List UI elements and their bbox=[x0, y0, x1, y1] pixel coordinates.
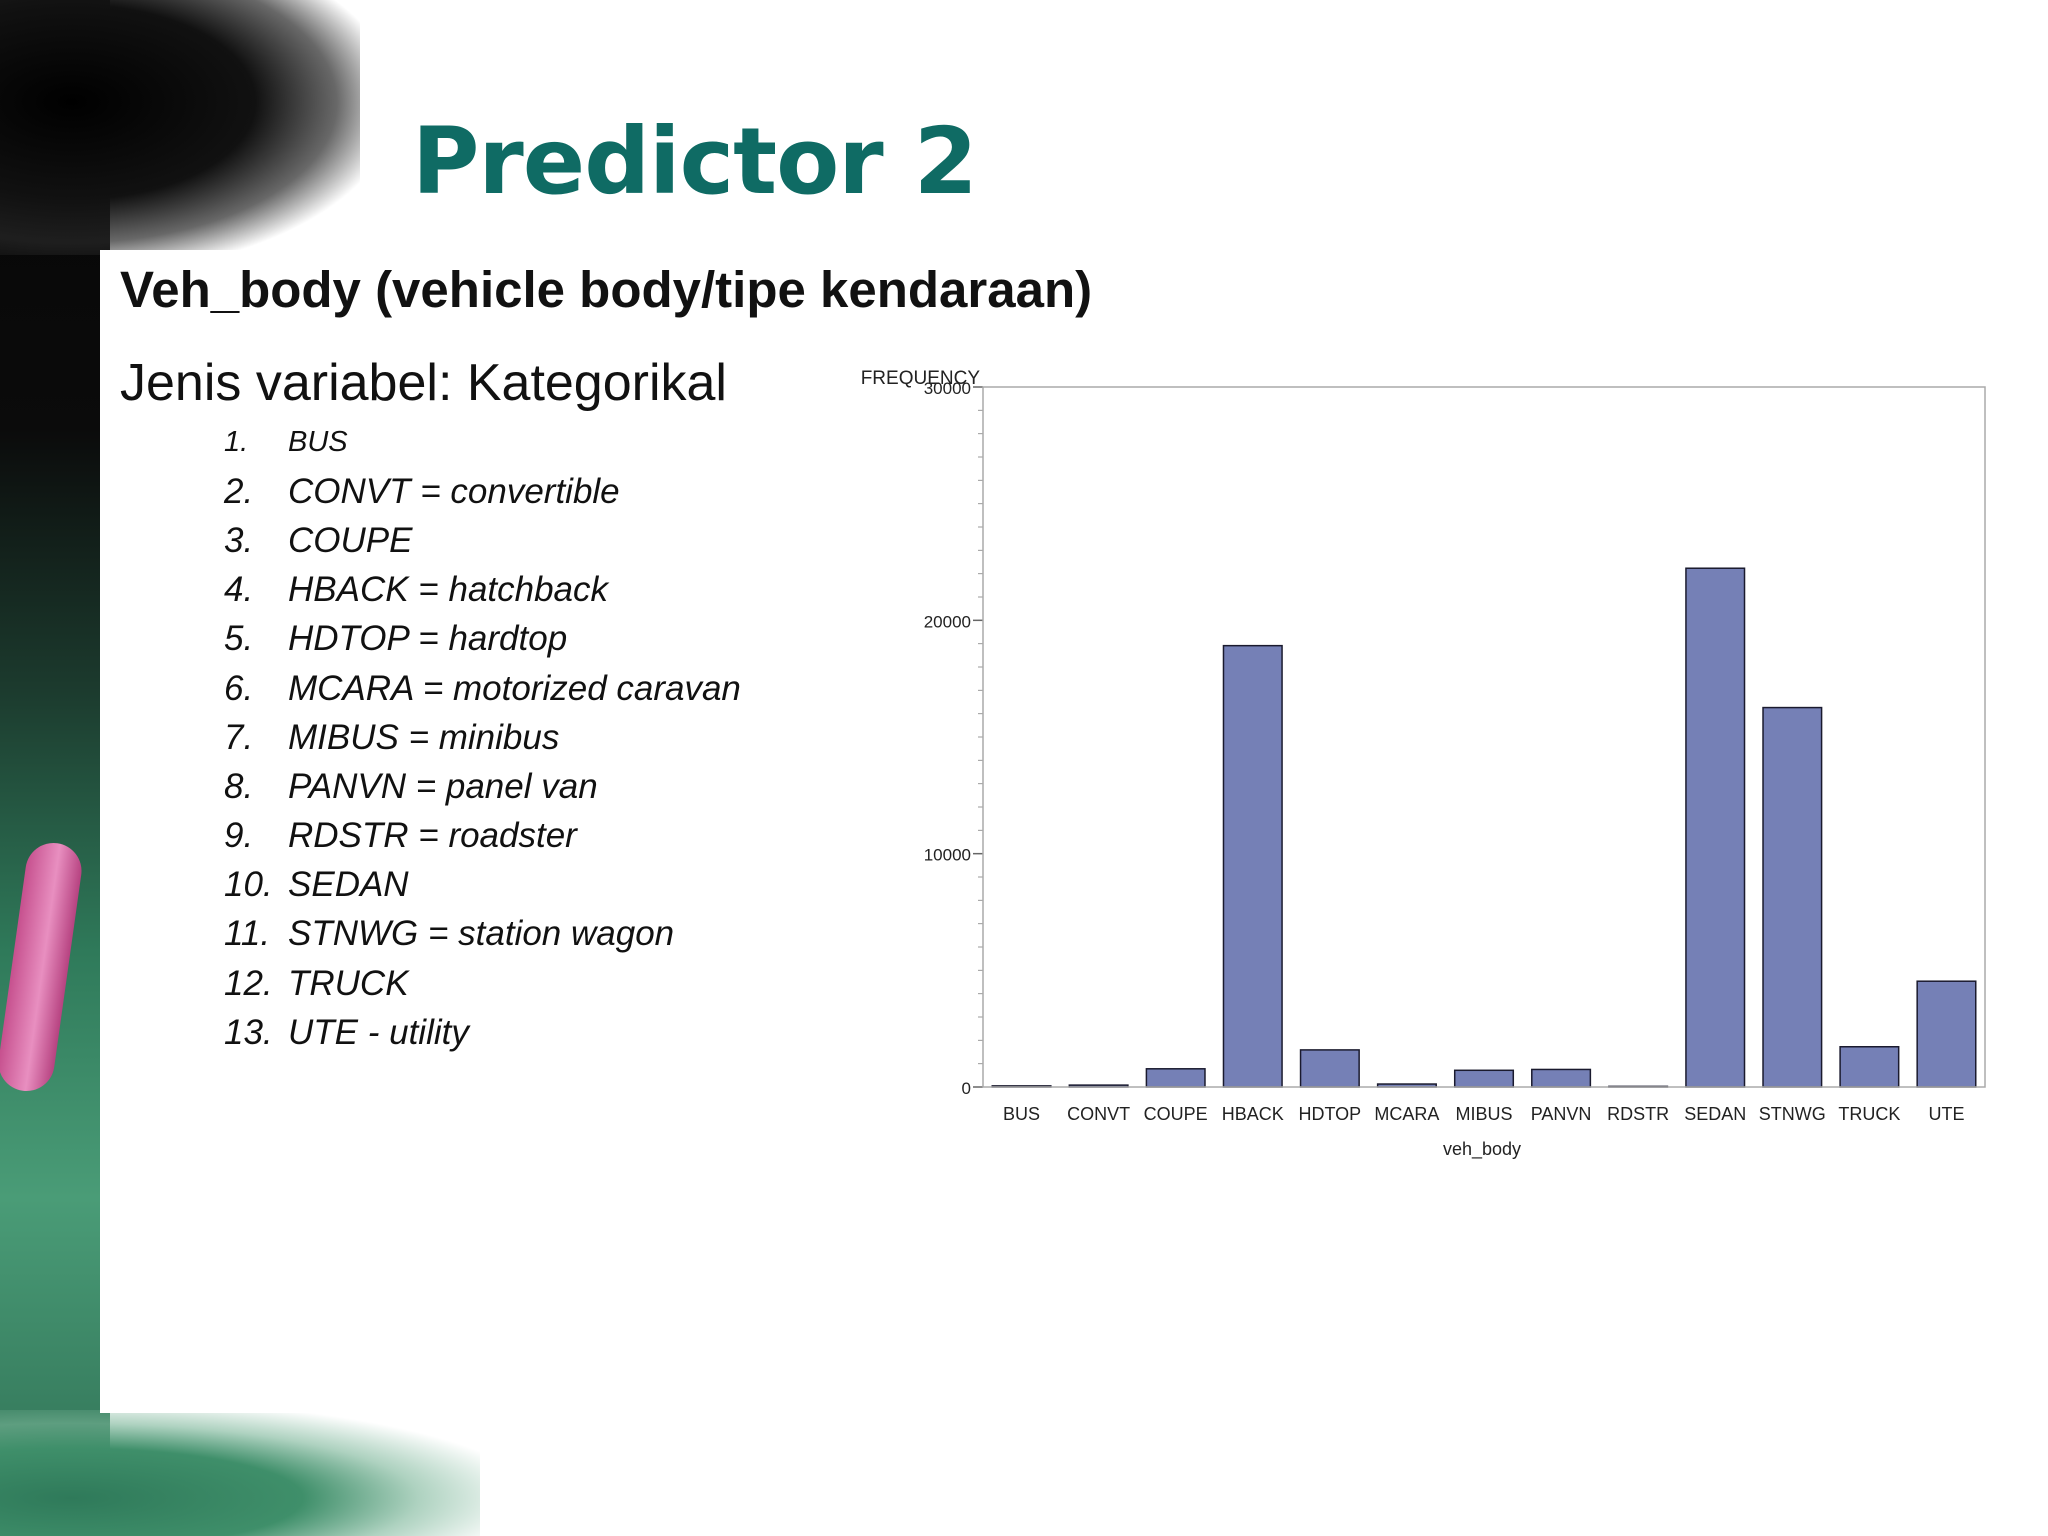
x-tick-label: MIBUS bbox=[1455, 1104, 1512, 1124]
list-item-number: 13. bbox=[224, 1012, 273, 1052]
plot-frame bbox=[982, 386, 1986, 1088]
list-item-number: 10. bbox=[224, 865, 273, 905]
list-item-number: 6. bbox=[224, 668, 254, 708]
x-tick-label: HBACK bbox=[1222, 1104, 1284, 1124]
list-item: 7. MIBUS = minibus bbox=[224, 713, 741, 762]
x-tick-label: PANVN bbox=[1531, 1104, 1592, 1124]
bar-panvn bbox=[1531, 1068, 1592, 1088]
list-item-text: UTE - utility bbox=[288, 1012, 469, 1052]
list-item-text: HDTOP = hardtop bbox=[288, 619, 568, 659]
x-tick-label: UTE bbox=[1928, 1104, 1964, 1124]
list-item-text: SEDAN bbox=[288, 865, 409, 905]
list-item-text: RDSTR = roadster bbox=[288, 816, 577, 856]
list-item-number: 12. bbox=[224, 963, 273, 1003]
x-tick-label: TRUCK bbox=[1838, 1104, 1900, 1124]
list-item: 13. UTE - utility bbox=[224, 1008, 741, 1057]
list-item: 8. PANVN = panel van bbox=[224, 762, 741, 811]
x-tick-label: BUS bbox=[1003, 1104, 1040, 1124]
list-item: 4. HBACK = hatchback bbox=[224, 566, 741, 615]
list-item: 6. MCARA = motorized caravan bbox=[224, 664, 741, 713]
x-tick-label: MCARA bbox=[1374, 1104, 1439, 1124]
list-item-number: 2. bbox=[224, 471, 254, 511]
list-item-text: BUS bbox=[288, 426, 348, 459]
y-tick-label: 20000 bbox=[924, 612, 971, 631]
slide-title: Predictor 2 bbox=[412, 108, 978, 215]
list-item-text: MCARA = motorized caravan bbox=[288, 668, 741, 708]
list-item-number: 1. bbox=[224, 426, 249, 459]
variable-type-label: Jenis variabel: Kategorikal bbox=[120, 354, 727, 412]
bar-hback bbox=[1222, 644, 1283, 1088]
list-item: 3. COUPE bbox=[224, 516, 741, 565]
slide-subtitle: Veh_body (vehicle body/tipe kendaraan) bbox=[120, 261, 1093, 318]
list-item-text: HBACK = hatchback bbox=[288, 570, 609, 610]
y-tick-label: 10000 bbox=[924, 846, 971, 865]
list-item-text: MIBUS = minibus bbox=[288, 717, 560, 757]
x-tick-label: HDTOP bbox=[1299, 1104, 1362, 1124]
list-item-number: 3. bbox=[224, 520, 254, 560]
bar-sedan bbox=[1685, 567, 1746, 1088]
list-item-text: STNWG = station wagon bbox=[288, 914, 675, 954]
x-axis-ticks: BUS CONVT COUPE HBACK HDTOP MCARA MIBUS PANVN RD… bbox=[1003, 1104, 1964, 1124]
bar-hdtop bbox=[1299, 1049, 1360, 1088]
chalk-smudge-bottom bbox=[0, 1410, 480, 1536]
x-tick-label: STNWG bbox=[1759, 1104, 1826, 1124]
list-item-number: 8. bbox=[224, 766, 254, 806]
list-item-number: 7. bbox=[224, 717, 254, 757]
list-item-text: TRUCK bbox=[288, 963, 409, 1003]
chalkboard-background bbox=[0, 0, 110, 1536]
list-item: 2. CONVT = convertible bbox=[224, 467, 741, 516]
chalk-smudge-top bbox=[0, 0, 360, 255]
list-item-text: PANVN = panel van bbox=[288, 766, 598, 806]
x-tick-label: RDSTR bbox=[1607, 1104, 1669, 1124]
x-tick-label: CONVT bbox=[1067, 1104, 1130, 1124]
x-tick-label: COUPE bbox=[1144, 1104, 1208, 1124]
list-item-text: CONVT = convertible bbox=[288, 471, 620, 511]
list-item: 10. SEDAN bbox=[224, 861, 741, 910]
x-axis-label: veh_body bbox=[1443, 1139, 1521, 1160]
list-item: 12. TRUCK bbox=[224, 959, 741, 1008]
list-item: 1. BUS bbox=[224, 418, 741, 467]
list-item-number: 5. bbox=[224, 619, 254, 659]
bar-truck bbox=[1839, 1046, 1900, 1088]
bar-mibus bbox=[1453, 1069, 1515, 1088]
list-item-number: 9. bbox=[224, 816, 254, 856]
list-item-number: 11. bbox=[224, 914, 271, 954]
bars bbox=[991, 567, 1977, 1088]
list-item-text: COUPE bbox=[288, 520, 413, 560]
category-list: 1. BUS 2. CONVT = convertible 3. COUPE 4. HBACK… bbox=[224, 418, 741, 1057]
bar-stnwg bbox=[1762, 706, 1823, 1088]
list-item: 11. STNWG = station wagon bbox=[224, 910, 741, 959]
y-axis-label: FREQUENCY bbox=[861, 368, 981, 389]
bar-ute bbox=[1916, 980, 1977, 1088]
list-item: 9. RDSTR = roadster bbox=[224, 812, 741, 861]
x-tick-label: SEDAN bbox=[1684, 1104, 1746, 1124]
y-axis-ticks: 0 10000 20000 30000 bbox=[924, 379, 983, 1098]
bar-coupe bbox=[1145, 1068, 1206, 1088]
list-item-number: 4. bbox=[224, 570, 254, 610]
frequency-bar-chart: FREQUENCY veh_body 0 10000 20000 30000 BUS C… bbox=[861, 368, 1986, 1160]
y-tick-label: 30000 bbox=[924, 379, 971, 398]
y-tick-label: 0 bbox=[962, 1079, 971, 1098]
list-item: 5. HDTOP = hardtop bbox=[224, 615, 741, 664]
